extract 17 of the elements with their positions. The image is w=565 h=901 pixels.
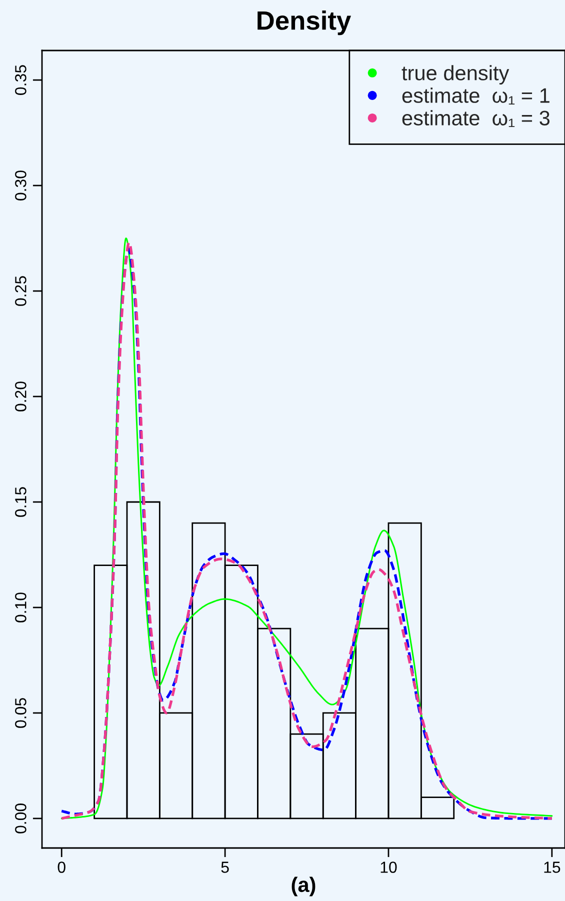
y-tick-label: 0.35 xyxy=(15,65,26,95)
x-tick-label: 5 xyxy=(221,862,229,873)
y-tick-label: 0.05 xyxy=(15,698,26,728)
x-tick-label: 0 xyxy=(58,862,66,873)
legend-label: estimate ω₁ = 1 xyxy=(402,88,550,105)
chart-title: Density xyxy=(258,10,352,36)
legend-label: estimate ω₁ = 3 xyxy=(402,110,550,128)
y-tick-label: 0.20 xyxy=(15,382,26,412)
x-axis-title: (a) xyxy=(292,876,316,896)
y-tick-label: 0.10 xyxy=(15,592,26,622)
x-tick-label: 15 xyxy=(544,862,560,873)
x-tick-label: 10 xyxy=(380,862,397,873)
legend-label: true density xyxy=(402,65,510,85)
y-tick-label: 0.30 xyxy=(15,170,26,200)
y-tick-label: 0.00 xyxy=(15,804,26,834)
y-tick-label: 0.25 xyxy=(15,276,26,306)
y-tick-label: 0.15 xyxy=(15,487,26,517)
